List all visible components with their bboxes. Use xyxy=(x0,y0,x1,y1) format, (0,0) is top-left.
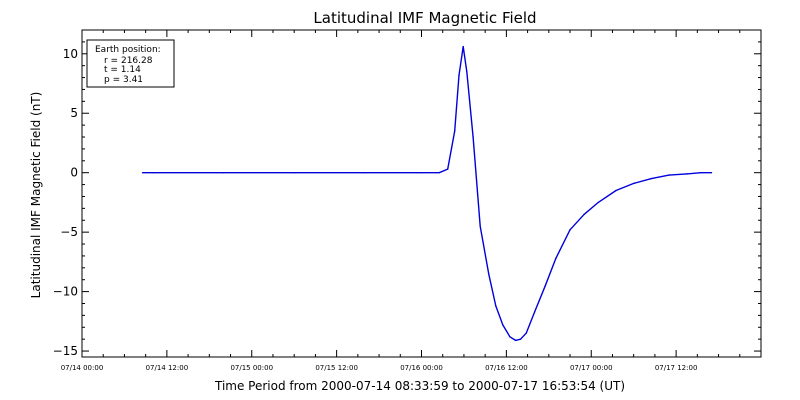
info-box-t: t = 1.14 xyxy=(104,65,141,75)
data-point xyxy=(650,177,653,180)
data-point xyxy=(525,332,527,334)
data-point xyxy=(569,229,571,231)
tick-marks xyxy=(81,29,761,357)
data-point xyxy=(141,171,144,174)
x-tick-label: 07/14 12:00 xyxy=(146,364,189,372)
x-tick-label: 07/16 00:00 xyxy=(400,364,443,372)
data-point xyxy=(222,171,225,174)
plot-frame xyxy=(81,29,762,358)
series-points xyxy=(141,45,713,342)
chart-title: Latitudinal IMF Magnetic Field xyxy=(313,9,536,27)
info-box-frame xyxy=(86,39,175,88)
data-point xyxy=(438,171,440,174)
data-point xyxy=(472,136,474,138)
data-point xyxy=(555,257,557,260)
data-point xyxy=(615,189,617,192)
x-tick-label: 07/17 12:00 xyxy=(655,364,698,372)
info-box: Earth position: r = 216.28 t = 1.14 p = … xyxy=(86,39,175,88)
data-point xyxy=(509,336,511,338)
y-tick-label: −15 xyxy=(53,344,78,358)
info-box-heading: Earth position: xyxy=(95,45,161,55)
data-point xyxy=(533,311,536,313)
y-tick-label: −10 xyxy=(53,285,78,299)
data-point xyxy=(700,171,702,174)
x-tick-label: 07/15 00:00 xyxy=(230,364,273,372)
y-tick-label: 5 xyxy=(70,106,78,120)
info-box-r: r = 216.28 xyxy=(104,56,153,66)
data-point xyxy=(462,45,464,48)
data-point xyxy=(364,171,366,174)
data-point xyxy=(519,338,522,340)
y-tick-labels: 10 5 0 −5 −10 −15 xyxy=(53,47,78,358)
x-tick-label: 07/16 12:00 xyxy=(485,364,528,372)
data-point xyxy=(446,168,449,170)
data-point xyxy=(293,171,295,174)
y-axis-label: Latitudinal IMF Magnetic Field (nT) xyxy=(29,92,43,299)
data-point xyxy=(152,171,154,174)
x-tick-label: 07/15 12:00 xyxy=(315,364,358,372)
data-point xyxy=(710,171,713,174)
x-axis-label: Time Period from 2000-07-14 08:33:59 to … xyxy=(214,379,625,393)
y-tick-label: −5 xyxy=(60,225,78,239)
x-tick-label: 07/17 00:00 xyxy=(570,364,613,372)
series-line-latitudinal-imf xyxy=(142,45,712,342)
x-tick-label: 07/14 00:00 xyxy=(61,364,104,372)
y-tick-label: 0 xyxy=(70,166,78,180)
info-box-p: p = 3.41 xyxy=(104,75,143,85)
data-point xyxy=(544,284,546,287)
data-point xyxy=(583,213,585,216)
data-point xyxy=(487,273,490,275)
data-point xyxy=(597,201,600,204)
data-point xyxy=(458,74,460,76)
data-point xyxy=(454,130,456,132)
data-point xyxy=(668,174,670,176)
data-point xyxy=(502,324,504,326)
data-point xyxy=(479,225,481,227)
data-point xyxy=(632,182,635,185)
y-tick-label: 10 xyxy=(63,47,78,61)
data-point xyxy=(495,305,497,307)
data-point xyxy=(420,171,423,174)
data-point xyxy=(686,173,688,175)
x-tick-labels: 07/14 00:00 07/14 12:00 07/15 00:00 07/15 1… xyxy=(61,364,698,372)
data-point xyxy=(466,70,468,73)
data-point xyxy=(514,339,517,342)
